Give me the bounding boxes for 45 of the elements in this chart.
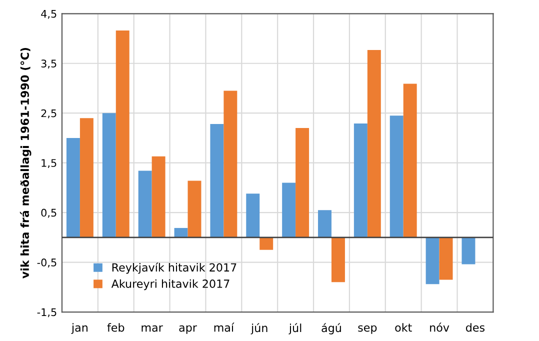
bar xyxy=(80,118,94,238)
bar xyxy=(296,128,310,238)
y-tick-label: 2,5 xyxy=(41,109,56,118)
bar xyxy=(224,90,238,238)
x-tick-label: jún xyxy=(250,323,268,334)
bar xyxy=(282,182,296,238)
legend-label: Reykjavík hitavik 2017 xyxy=(112,262,236,274)
x-tick-label: mar xyxy=(142,325,163,332)
bar xyxy=(188,180,202,238)
bar xyxy=(331,237,345,282)
x-tick-label: jan xyxy=(71,323,88,334)
y-tick-label: -1,5 xyxy=(37,308,56,318)
bar xyxy=(318,210,332,238)
y-tick-label: 0,5 xyxy=(41,208,56,218)
y-tick-label: -0,5 xyxy=(37,258,56,268)
bar xyxy=(152,156,166,238)
x-tick-label: júl xyxy=(288,323,302,334)
bar xyxy=(439,237,453,280)
bar xyxy=(367,50,381,238)
bar xyxy=(102,113,116,238)
bar xyxy=(66,138,80,238)
x-tick-label: sep xyxy=(358,325,377,334)
y-tick-label: 1,5 xyxy=(42,159,56,168)
y-tick-label: 4,5 xyxy=(41,10,56,19)
x-tick-label: feb xyxy=(107,323,124,332)
x-tick-label: nóv xyxy=(430,322,450,332)
bar xyxy=(462,237,476,264)
bar xyxy=(116,30,130,238)
legend-label: Akureyri hitavik 2017 xyxy=(111,279,230,290)
bar xyxy=(138,170,152,238)
bar xyxy=(390,116,404,238)
bar xyxy=(260,237,274,250)
bar xyxy=(246,194,260,238)
bar xyxy=(354,124,368,238)
x-tick-label: maí xyxy=(214,322,234,332)
bar xyxy=(403,84,417,238)
y-axis-title: vik hita frá meðallagi 1961-1990 (°C) xyxy=(20,48,32,278)
x-tick-label: apr xyxy=(179,325,197,334)
bar xyxy=(210,124,224,238)
bar xyxy=(174,228,188,238)
x-tick-label: ágú xyxy=(322,323,341,334)
x-tick-label: okt xyxy=(395,323,412,332)
y-tick-label: 3,5 xyxy=(41,60,56,69)
bar xyxy=(426,237,440,284)
x-tick-label: des xyxy=(466,323,485,332)
